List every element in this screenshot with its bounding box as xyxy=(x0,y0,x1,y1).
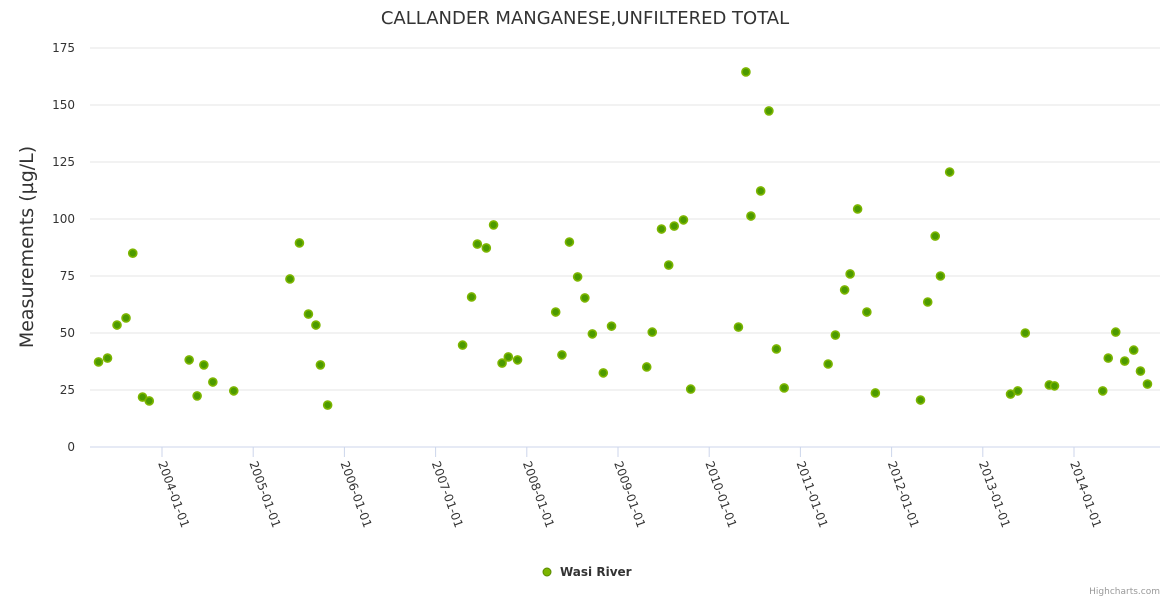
x-tick-label: 2013-01-01 xyxy=(976,459,1013,529)
data-point[interactable] xyxy=(497,358,507,368)
data-point[interactable] xyxy=(935,271,946,281)
data-point[interactable] xyxy=(208,377,218,387)
data-point[interactable] xyxy=(587,329,598,339)
data-point[interactable] xyxy=(550,307,561,317)
data-point[interactable] xyxy=(870,388,881,398)
data-point[interactable] xyxy=(192,391,202,401)
data-point[interactable] xyxy=(685,384,696,394)
data-point[interactable] xyxy=(771,344,782,354)
data-point[interactable] xyxy=(1135,366,1146,376)
series-wasi-river[interactable] xyxy=(93,67,1153,410)
data-point[interactable] xyxy=(823,359,833,369)
x-tick-label: 2010-01-01 xyxy=(702,459,739,529)
data-point[interactable] xyxy=(1142,379,1153,389)
data-point[interactable] xyxy=(1110,327,1121,337)
legend-item-wasi-river[interactable]: Wasi River xyxy=(560,565,632,579)
y-tick-label: 100 xyxy=(52,212,75,226)
data-point[interactable] xyxy=(466,292,477,302)
data-point[interactable] xyxy=(764,106,774,116)
data-point[interactable] xyxy=(663,260,674,270)
data-point[interactable] xyxy=(457,340,468,350)
x-tick-label: 2009-01-01 xyxy=(611,459,648,529)
data-point[interactable] xyxy=(322,400,333,410)
data-point[interactable] xyxy=(512,355,523,365)
data-point[interactable] xyxy=(315,360,326,370)
data-point[interactable] xyxy=(606,321,617,331)
data-point[interactable] xyxy=(598,368,609,378)
data-point[interactable] xyxy=(669,221,680,231)
data-point[interactable] xyxy=(557,350,567,360)
x-tick-label: 2012-01-01 xyxy=(885,459,922,529)
data-point[interactable] xyxy=(564,237,575,247)
data-point[interactable] xyxy=(1049,381,1060,391)
data-point[interactable] xyxy=(845,269,855,279)
data-point[interactable] xyxy=(1119,356,1130,366)
chart-title: CALLANDER MANGANESE,UNFILTERED TOTAL xyxy=(381,8,789,29)
x-tick-label: 2008-01-01 xyxy=(520,459,557,529)
data-point[interactable] xyxy=(199,360,209,370)
y-tick-label: 125 xyxy=(52,155,75,169)
credits-link[interactable]: Highcharts.com xyxy=(1089,587,1160,597)
data-point[interactable] xyxy=(852,204,863,214)
data-point[interactable] xyxy=(930,231,941,241)
grid-lines xyxy=(90,47,1160,448)
data-point[interactable] xyxy=(127,248,138,258)
y-tick-label: 50 xyxy=(60,326,75,340)
data-point[interactable] xyxy=(572,272,583,282)
x-tick-label: 2007-01-01 xyxy=(429,459,466,529)
data-point[interactable] xyxy=(647,327,658,337)
data-point[interactable] xyxy=(93,357,104,367)
data-point[interactable] xyxy=(102,353,113,363)
data-point[interactable] xyxy=(1020,328,1031,338)
data-point[interactable] xyxy=(678,215,689,225)
data-point[interactable] xyxy=(121,313,131,323)
x-tick-label: 2004-01-01 xyxy=(155,459,192,529)
data-point[interactable] xyxy=(733,322,744,332)
data-point[interactable] xyxy=(488,220,499,230)
data-point[interactable] xyxy=(641,362,652,372)
data-point[interactable] xyxy=(294,238,305,248)
data-point[interactable] xyxy=(922,297,933,307)
legend[interactable]: Wasi River xyxy=(542,565,632,579)
data-point[interactable] xyxy=(311,320,321,330)
data-point[interactable] xyxy=(1097,386,1108,396)
data-point[interactable] xyxy=(862,307,872,317)
data-point[interactable] xyxy=(1128,345,1139,355)
data-point[interactable] xyxy=(503,352,514,362)
data-point[interactable] xyxy=(112,320,122,330)
y-tick-label: 0 xyxy=(67,440,75,454)
x-tick-label: 2006-01-01 xyxy=(338,459,375,529)
data-point[interactable] xyxy=(755,186,766,196)
data-point[interactable] xyxy=(303,309,314,319)
data-point[interactable] xyxy=(228,386,239,396)
y-tick-label: 25 xyxy=(60,383,75,397)
data-point[interactable] xyxy=(779,383,789,393)
x-tick-label: 2011-01-01 xyxy=(794,459,831,529)
data-point[interactable] xyxy=(580,293,590,303)
legend-marker xyxy=(542,567,552,577)
data-point[interactable] xyxy=(944,167,955,177)
data-point[interactable] xyxy=(472,239,483,249)
data-point[interactable] xyxy=(839,285,850,295)
y-tick-label: 175 xyxy=(52,41,75,55)
data-point[interactable] xyxy=(285,274,295,284)
data-point[interactable] xyxy=(184,355,194,365)
data-point[interactable] xyxy=(915,395,926,405)
data-point[interactable] xyxy=(481,243,492,253)
y-axis-ticks: 0 25 50 75 100 125 150 175 xyxy=(52,41,75,454)
data-point[interactable] xyxy=(741,67,751,77)
data-point[interactable] xyxy=(746,211,756,221)
x-tick-label: 2005-01-01 xyxy=(246,459,283,529)
data-point[interactable] xyxy=(1103,353,1114,363)
data-point[interactable] xyxy=(830,330,841,340)
y-axis-label: Measurements (µg/L) xyxy=(16,146,38,348)
y-tick-label: 75 xyxy=(60,269,75,283)
y-tick-label: 150 xyxy=(52,98,75,112)
data-point[interactable] xyxy=(144,396,155,406)
data-point[interactable] xyxy=(656,224,667,234)
data-point[interactable] xyxy=(1012,386,1023,396)
x-axis-ticks: 2004-01-01 2005-01-01 2006-01-01 2007-01-01… xyxy=(155,447,1104,530)
x-tick-label: 2014-01-01 xyxy=(1067,459,1104,529)
